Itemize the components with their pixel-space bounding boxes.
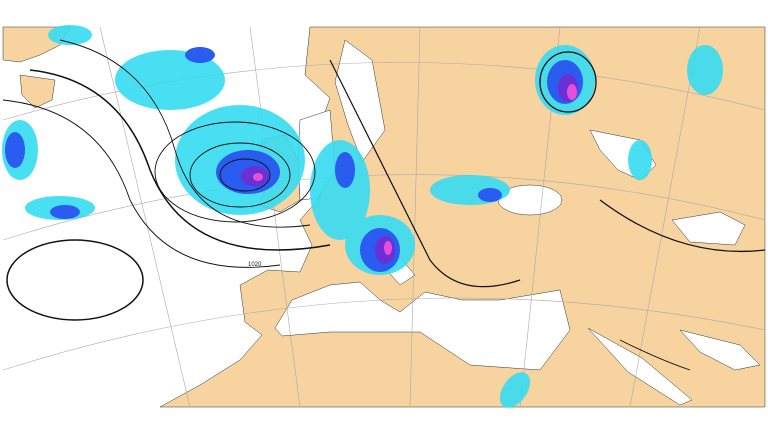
red-sea bbox=[587, 327, 693, 406]
isobar bbox=[329, 59, 521, 288]
precip-area bbox=[687, 45, 723, 95]
greenland-south bbox=[19, 74, 56, 109]
aral bbox=[671, 211, 746, 246]
precip-area bbox=[253, 173, 263, 181]
meridian bbox=[409, 26, 421, 408]
precip-area bbox=[384, 241, 392, 255]
precip-area bbox=[567, 84, 577, 100]
isobar bbox=[2, 99, 281, 268]
isobar bbox=[219, 158, 271, 192]
gulf bbox=[679, 329, 761, 371]
meridian bbox=[99, 26, 191, 408]
precipitation bbox=[2, 25, 723, 408]
meridian bbox=[249, 26, 301, 408]
precip-area bbox=[5, 132, 25, 168]
isobar bbox=[154, 121, 316, 223]
precip-area bbox=[310, 140, 370, 240]
map-frame: 1020 bbox=[2, 25, 766, 408]
mediterranean bbox=[274, 281, 571, 371]
precip-area bbox=[335, 152, 355, 188]
parallel bbox=[2, 174, 766, 241]
precip-area bbox=[48, 25, 92, 45]
parallel bbox=[2, 62, 766, 121]
isobar bbox=[29, 69, 331, 251]
parallel bbox=[2, 297, 766, 371]
precip-area bbox=[628, 140, 652, 180]
isobar bbox=[6, 239, 144, 321]
precip-area bbox=[50, 205, 80, 219]
isobars bbox=[2, 39, 766, 371]
isobar bbox=[619, 339, 691, 371]
graticule bbox=[2, 26, 766, 408]
precip-area bbox=[478, 188, 502, 202]
isobar-label: 1020 bbox=[248, 262, 262, 268]
meridian bbox=[629, 26, 701, 408]
isobar bbox=[59, 39, 311, 228]
isobar bbox=[539, 51, 597, 113]
inland-seas bbox=[274, 39, 761, 406]
precip-area bbox=[185, 47, 215, 63]
precip-area bbox=[499, 372, 531, 408]
precip-intense bbox=[253, 84, 577, 255]
precip-area bbox=[115, 50, 225, 110]
isobar bbox=[599, 199, 766, 253]
isobar bbox=[189, 142, 291, 208]
